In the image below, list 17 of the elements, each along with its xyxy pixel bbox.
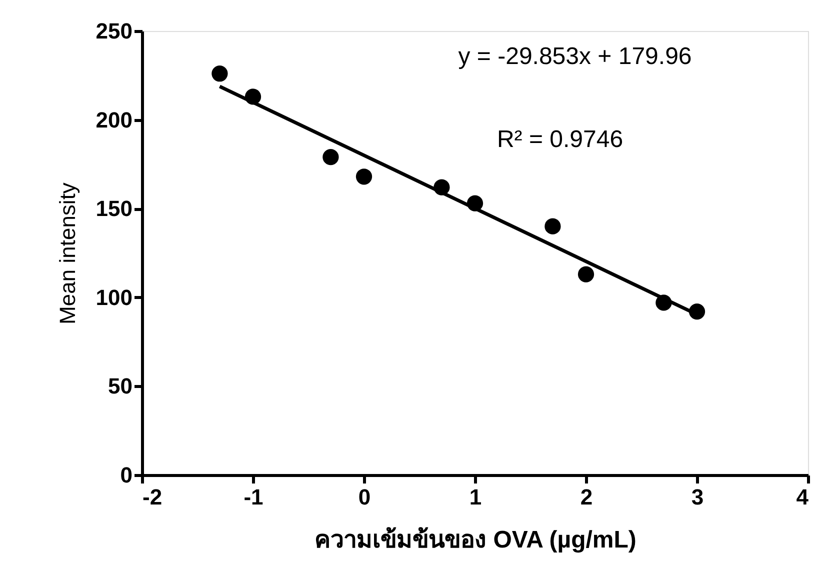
y-tick-label: 100 — [96, 284, 132, 310]
x-tick-label: 0 — [358, 484, 371, 510]
annotation: R² = 0.9746 — [496, 126, 624, 153]
y-tick-label: 50 — [108, 374, 132, 399]
x-tick-label: -1 — [244, 484, 264, 510]
x-tick-label: 1 — [469, 484, 482, 510]
y-tick-label: 250 — [96, 18, 132, 44]
y-tick-label: 0 — [120, 462, 132, 488]
y-tick-label: 150 — [96, 196, 132, 222]
y-axis-title: Mean intensity — [54, 182, 80, 324]
x-tick-label: 3 — [691, 484, 704, 510]
x-tick-label: -2 — [142, 484, 162, 510]
x-tick-label: 2 — [580, 484, 593, 510]
annotation: y = -29.853x + 179.96 — [458, 43, 692, 70]
x-tick-label: 4 — [796, 484, 810, 510]
y-tick-label: 200 — [96, 107, 132, 132]
x-axis-title: ความเข้มข้นของ OVA (µg/mL) — [314, 526, 636, 554]
